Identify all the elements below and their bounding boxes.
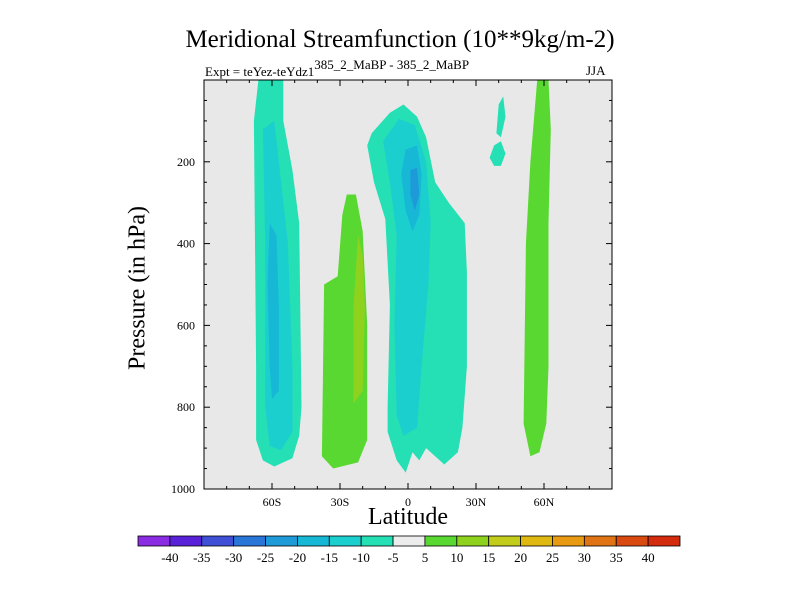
colorbar-swatch xyxy=(488,535,521,547)
contour-region-southern-cell-inner xyxy=(267,223,279,399)
colorbar: -40 -35 -30 -25 -20 -15 -10 -5 5 10 15 20 25 30 35 40 xyxy=(137,535,681,565)
contour-region-nh-neg-blob xyxy=(489,141,506,166)
y-tick-label: 600 xyxy=(177,318,195,332)
colorbar-swatch xyxy=(520,535,553,547)
experiment-label: Expt = teYez-teYdz1385_2_MaBP - 385_2_Ma… xyxy=(205,57,469,80)
colorbar-swatch xyxy=(233,535,266,547)
colorbar-label: -5 xyxy=(388,550,399,565)
colorbar-label: 35 xyxy=(610,550,623,565)
colorbar-label: 30 xyxy=(578,550,591,565)
colorbar-swatch xyxy=(424,535,458,547)
contour-regions xyxy=(253,80,551,473)
colorbar-swatch xyxy=(647,535,681,547)
contour-region-nh-neg-blob-upper xyxy=(496,96,506,138)
colorbar-label: 20 xyxy=(514,550,527,565)
colorbar-label: -30 xyxy=(225,550,242,565)
colorbar-swatch xyxy=(201,535,235,547)
colorbar-swatch xyxy=(297,535,330,547)
y-tick-label: 800 xyxy=(177,400,195,414)
colorbar-label: -10 xyxy=(353,550,370,565)
colorbar-swatch xyxy=(392,535,426,547)
colorbar-label: -15 xyxy=(321,550,338,565)
y-axis-label: Pressure (in hPa) xyxy=(124,206,151,370)
x-tick-label: 0 xyxy=(405,495,411,509)
contour-region-nh-polar-pos xyxy=(523,80,551,457)
axis-ticks: 60S 30S 0 30N 60N 200 400 600 800 1000 xyxy=(171,80,612,509)
colorbar-label: -25 xyxy=(257,550,274,565)
contour-region-equatorial-cell-peak xyxy=(410,167,420,211)
colorbar-swatch xyxy=(456,535,490,547)
colorbar-label: -40 xyxy=(161,550,178,565)
experiment-name: Expt = teYez-teYdz1 xyxy=(205,64,315,79)
season-label: JJA xyxy=(586,63,606,78)
colorbar-swatch xyxy=(552,535,585,547)
colorbar-swatch xyxy=(615,535,649,547)
plot-area: 60S 30S 0 30N 60N 200 400 600 800 1000 xyxy=(171,79,613,509)
x-tick-label: 30S xyxy=(331,495,350,509)
colorbar-swatch xyxy=(328,535,362,547)
colorbar-label: -35 xyxy=(193,550,210,565)
colorbar-swatch xyxy=(360,535,394,547)
colorbar-label: 40 xyxy=(642,550,655,565)
colorbar-swatch xyxy=(137,535,171,547)
y-tick-label: 400 xyxy=(177,237,195,251)
colorbar-label: 15 xyxy=(482,550,495,565)
y-tick-label: 200 xyxy=(177,155,195,169)
colorbar-label: 25 xyxy=(546,550,559,565)
y-tick-label: 1000 xyxy=(171,482,195,496)
colorbar-label: 5 xyxy=(422,550,429,565)
x-tick-label: 60N xyxy=(534,495,555,509)
x-axis-label: Latitude xyxy=(368,504,448,530)
colorbar-label: -20 xyxy=(289,550,306,565)
x-tick-label: 60S xyxy=(263,495,282,509)
colorbar-label: 10 xyxy=(450,550,463,565)
colorbar-swatch xyxy=(583,535,617,547)
chart-title: Meridional Streamfunction (10**9kg/m-2) xyxy=(185,26,615,53)
colorbar-swatch xyxy=(169,535,203,547)
contour-region-sh-subtropical-pos-core xyxy=(353,235,365,404)
x-tick-label: 30N xyxy=(466,495,487,509)
colorbar-swatch xyxy=(265,535,298,547)
experiment-superscript: 385_2_MaBP - 385_2_MaBP xyxy=(314,57,470,72)
